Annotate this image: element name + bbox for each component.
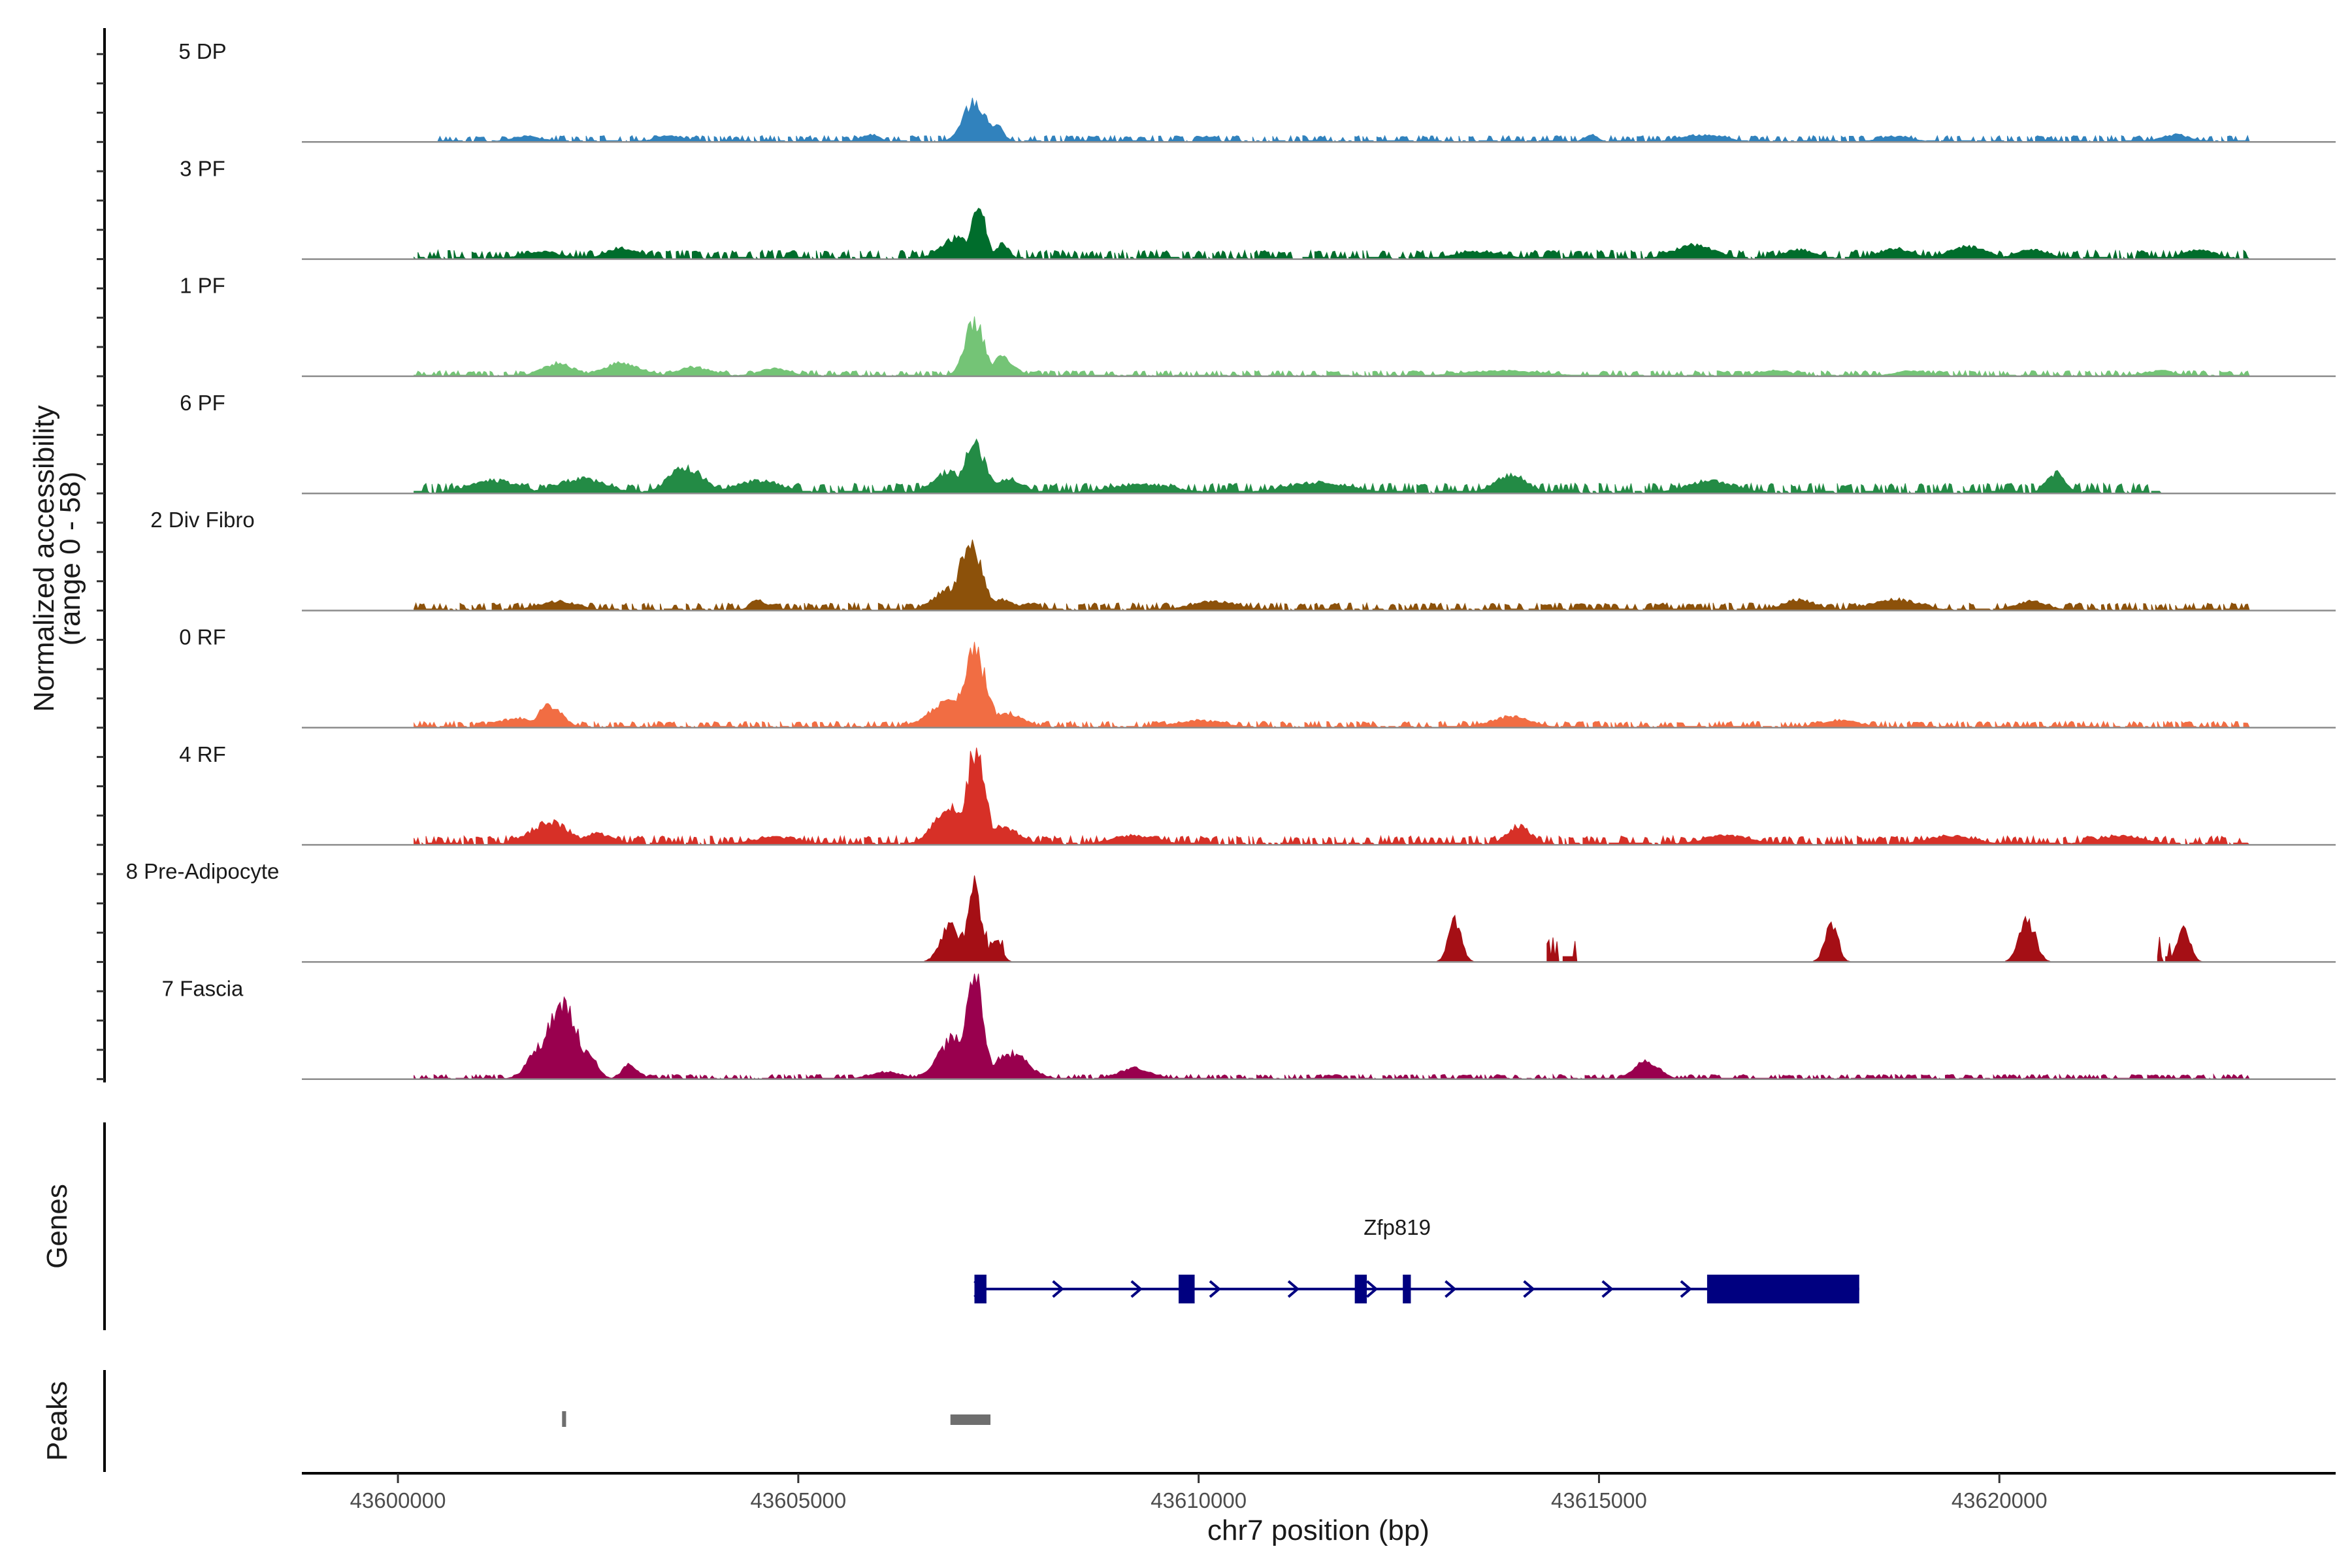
peak-region xyxy=(562,1411,566,1427)
track-4-rf: 4 RF xyxy=(179,742,2336,846)
x-tick-label: 43610000 xyxy=(1151,1488,1247,1512)
genes-track-title: Genes xyxy=(41,1184,73,1269)
coverage-area xyxy=(414,747,2251,845)
coverage-area xyxy=(414,316,2250,377)
track-label: 8 Pre-Adipocyte xyxy=(126,859,280,883)
x-tick-label: 43620000 xyxy=(1952,1488,2048,1512)
coverage-area xyxy=(414,539,2250,611)
genes-panel: Genes Zfp819 xyxy=(41,1122,1859,1330)
x-axis: 43600000 43605000 43610000 43615000 43620000… xyxy=(302,1472,2336,1546)
track-6-pf: 6 PF xyxy=(180,391,2336,495)
coverage-area xyxy=(924,875,2204,962)
coverage-area xyxy=(437,97,2250,142)
strand-arrow xyxy=(1287,1280,1300,1298)
y-axis-subtitle: (range 0 - 58) xyxy=(54,472,86,646)
gene-exon xyxy=(1707,1275,1859,1303)
x-tick-label: 43605000 xyxy=(750,1488,846,1512)
track-2-div-fibro: 2 Div Fibro xyxy=(150,508,2336,612)
gene-exon xyxy=(1354,1275,1367,1303)
track-7-fascia: 7 Fascia xyxy=(162,973,2336,1080)
strand-arrow xyxy=(1601,1280,1614,1298)
peaks-panel: Peaks xyxy=(41,1370,991,1472)
accessibility-axis xyxy=(97,28,106,1083)
strand-arrow xyxy=(1365,1280,1379,1298)
coverage-area xyxy=(414,208,2251,260)
peak-regions xyxy=(562,1411,991,1427)
track-8-pre-adipocyte: 8 Pre-Adipocyte xyxy=(126,859,2336,963)
y-axis-title: Normalized accessibility xyxy=(28,405,60,711)
track-3-pf: 3 PF xyxy=(180,156,2336,260)
track-label: 6 PF xyxy=(180,391,225,415)
track-label: 3 PF xyxy=(180,156,225,180)
strand-arrow xyxy=(1052,1280,1064,1298)
track-label: 4 RF xyxy=(179,742,226,766)
gene-exon xyxy=(1179,1275,1195,1303)
coverage-area xyxy=(414,438,2163,494)
track-label: 7 Fascia xyxy=(162,976,244,1000)
x-tick-label: 43615000 xyxy=(1551,1488,1647,1512)
gene-model xyxy=(973,1275,1859,1303)
track-label: 5 DP xyxy=(178,39,226,63)
track-label: 2 Div Fibro xyxy=(150,508,255,532)
track-label: 0 RF xyxy=(179,625,226,649)
x-ticks: 43600000 43605000 43610000 43615000 43620000 xyxy=(350,1473,2048,1512)
gene-exon xyxy=(974,1275,987,1303)
track-label: 1 PF xyxy=(180,274,225,298)
track-0-rf: 0 RF xyxy=(179,625,2336,729)
x-tick-label: 43600000 xyxy=(350,1488,446,1512)
strand-arrow xyxy=(1680,1280,1692,1298)
gene-exon xyxy=(1403,1275,1411,1303)
peaks-track-title: Peaks xyxy=(41,1381,73,1461)
x-axis-title: chr7 position (bp) xyxy=(1207,1514,1429,1546)
coverage-tracks: 5 DP 3 PF 1 PF 6 PF 2 Div Fibro 0 RF 4 RF 8 Pre… xyxy=(126,39,2336,1080)
strand-arrow xyxy=(1523,1280,1535,1298)
track-1-pf: 1 PF xyxy=(180,274,2336,378)
strand-arrow xyxy=(1445,1280,1457,1298)
gene-label: Zfp819 xyxy=(1364,1215,1431,1239)
strand-arrow xyxy=(1130,1280,1143,1298)
coverage-area xyxy=(414,642,2250,728)
strand-arrow xyxy=(1209,1280,1222,1298)
track-5-dp: 5 DP xyxy=(178,39,2336,143)
peak-region xyxy=(950,1414,991,1425)
coverage-area xyxy=(414,973,2251,1080)
